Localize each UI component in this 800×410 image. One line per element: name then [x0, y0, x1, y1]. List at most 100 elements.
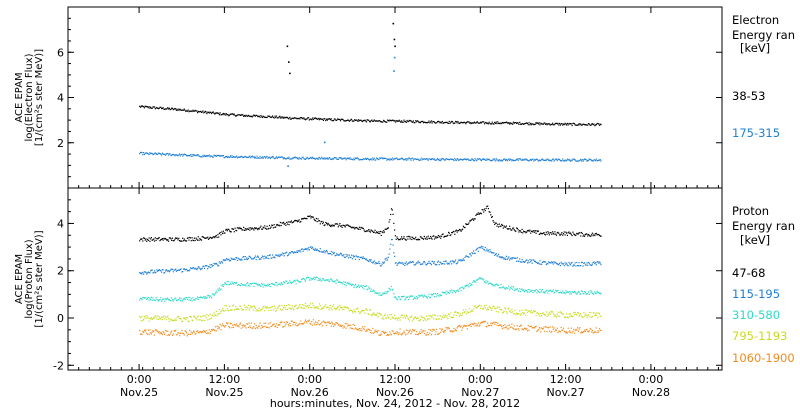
axes-layer: [67, 6, 723, 371]
data-point: [484, 307, 486, 309]
data-point: [346, 224, 348, 226]
data-point: [505, 158, 507, 161]
data-point: [440, 121, 442, 123]
data-point: [544, 291, 547, 293]
data-point: [542, 328, 544, 330]
data-point: [384, 313, 386, 315]
data-point: [547, 231, 549, 233]
data-point: [179, 300, 181, 302]
data-point: [334, 157, 336, 159]
data-point: [532, 123, 534, 125]
data-point: [318, 303, 321, 305]
data-point: [247, 228, 249, 231]
data-point: [379, 313, 381, 315]
data-point: [305, 321, 307, 323]
data-point: [468, 311, 470, 314]
data-point: [168, 299, 170, 301]
data-point: [509, 326, 511, 328]
data-point: [240, 285, 242, 287]
data-point: [341, 118, 343, 120]
data-point: [397, 237, 399, 240]
data-point: [533, 326, 535, 328]
data-point: [207, 294, 210, 297]
data-point: [143, 152, 145, 154]
data-point: [431, 316, 433, 318]
data-point: [557, 122, 559, 124]
data-point: [250, 258, 253, 260]
data-point: [228, 310, 230, 312]
data-point: [571, 332, 573, 334]
data-point: [492, 252, 494, 254]
data-point: [408, 330, 411, 332]
data-point: [561, 312, 563, 315]
data-point: [581, 290, 583, 292]
data-point: [156, 238, 158, 240]
data-point: [538, 327, 540, 329]
data-point: [281, 156, 283, 158]
data-point: [300, 281, 302, 283]
data-point: [462, 260, 464, 262]
data-point: [274, 226, 276, 228]
data-point: [546, 289, 548, 291]
data-point: [322, 307, 324, 310]
data-point: [221, 325, 223, 327]
data-point: [405, 262, 407, 265]
data-point: [153, 316, 155, 318]
data-point: [488, 325, 490, 327]
data-point: [275, 282, 277, 284]
data-point: [351, 284, 353, 286]
data-point: [458, 324, 461, 327]
data-point: [288, 325, 290, 327]
data-point: [500, 123, 502, 125]
data-point: [534, 159, 536, 161]
data-point: [553, 315, 555, 317]
data-point: [312, 304, 314, 307]
data-point: [572, 315, 574, 317]
data-point: [344, 226, 346, 228]
data-point: [235, 115, 237, 117]
data-point: [505, 287, 507, 289]
data-point: [150, 299, 152, 301]
data-point: [234, 114, 236, 117]
data-point: [308, 157, 310, 159]
data-point: [511, 229, 513, 231]
data-point: [490, 307, 492, 309]
data-point: [299, 303, 301, 306]
data-point: [186, 335, 188, 337]
data-point: [501, 327, 504, 330]
data-point: [392, 119, 394, 121]
data-point: [145, 152, 147, 154]
data-point: [304, 119, 307, 121]
data-point: [325, 304, 327, 306]
data-point: [152, 106, 154, 108]
data-point: [516, 158, 518, 160]
data-point: [586, 316, 588, 318]
data-point: [426, 122, 428, 124]
data-point: [360, 226, 362, 228]
data-point: [162, 331, 164, 333]
data-point: [146, 332, 148, 334]
data-point: [187, 320, 189, 322]
data-point: [397, 120, 399, 122]
data-point: [219, 312, 221, 314]
data-point: [361, 159, 363, 161]
data-point: [262, 157, 264, 159]
data-point: [479, 158, 481, 160]
data-point: [200, 332, 203, 334]
data-point: [445, 121, 447, 123]
data-point: [339, 253, 341, 255]
data-point: [249, 325, 251, 327]
data-point: [494, 158, 496, 160]
data-point: [368, 159, 370, 161]
data-point: [344, 120, 346, 122]
data-point: [396, 298, 398, 300]
data-point: [249, 307, 251, 309]
data-point: [299, 323, 301, 325]
data-point: [550, 123, 552, 125]
data-point: [314, 158, 316, 160]
data-point: [422, 122, 425, 124]
data-point: [240, 305, 242, 307]
data-point: [579, 232, 581, 234]
data-point: [437, 333, 439, 335]
data-point: [439, 293, 441, 296]
